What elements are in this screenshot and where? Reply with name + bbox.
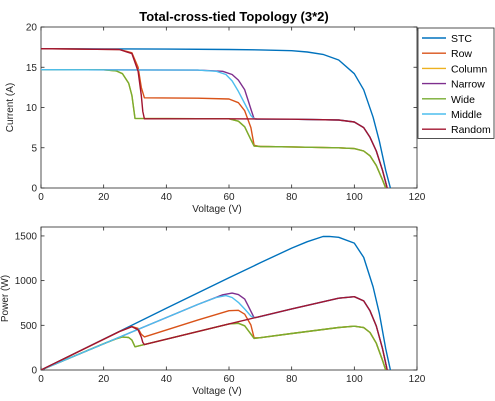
legend-label-narrow: Narrow [451,79,485,91]
legend-label-column: Column [451,63,487,75]
y-axis-label: Power (W) [0,275,11,322]
y-tick-label: 0 [31,366,37,377]
x-axis-label: Voltage (V) [192,204,241,215]
y-tick-label: 1000 [15,276,38,287]
power-voltage-plot: 0 20 40 60 80 100 120 0 500 1000 1500 Voltage (V) Po… [0,226,426,397]
series-line-stc [41,235,392,370]
x-tick-label: 20 [98,192,110,203]
series-group [41,48,392,188]
y-tick-label: 0 [31,184,37,195]
x-tick-label: 100 [346,192,363,203]
x-tick-label: 120 [409,374,426,385]
x-tick-label: 40 [161,192,173,203]
legend-label-wide: Wide [451,94,475,106]
x-tick-label: 40 [161,374,173,385]
x-tick-label: 0 [38,192,44,203]
series-line-wide [41,322,387,370]
series-line-stc [41,48,392,188]
plot-area [40,26,418,189]
series-line-random [41,48,388,188]
series-line-wide [41,68,387,188]
legend-label-stc: STC [451,33,472,45]
y-tick-label: 500 [20,321,37,332]
y-axis-label: Current (A) [5,83,16,132]
legend-label-row: Row [451,48,472,60]
plot-area [40,226,418,371]
x-tick-label: 80 [286,374,298,385]
y-tick-label: 10 [26,103,38,114]
y-tick-label: 1500 [15,231,38,242]
x-tick-label: 0 [38,374,44,385]
series-line-random [41,296,388,370]
x-axis-label: Voltage (V) [192,386,241,397]
y-tick-label: 5 [31,143,37,154]
x-tick-label: 80 [286,192,298,203]
y-tick-label: 15 [26,63,38,74]
x-tick-label: 20 [98,374,110,385]
series-group [41,235,392,370]
x-tick-label: 60 [223,374,235,385]
x-tick-label: 120 [409,192,426,203]
current-voltage-plot: 0 20 40 60 80 100 120 0 5 10 15 20 Voltage (V) Curren… [5,9,495,215]
x-tick-label: 100 [346,374,363,385]
x-tick-label: 60 [223,192,235,203]
chart-title: Total-cross-tied Topology (3*2) [139,9,328,24]
legend-label-random: Random [451,124,491,136]
legend-label-middle: Middle [451,109,482,121]
legend: STC Row Column Narrow Wide Middle Random [417,27,495,139]
y-tick-label: 20 [26,23,38,34]
